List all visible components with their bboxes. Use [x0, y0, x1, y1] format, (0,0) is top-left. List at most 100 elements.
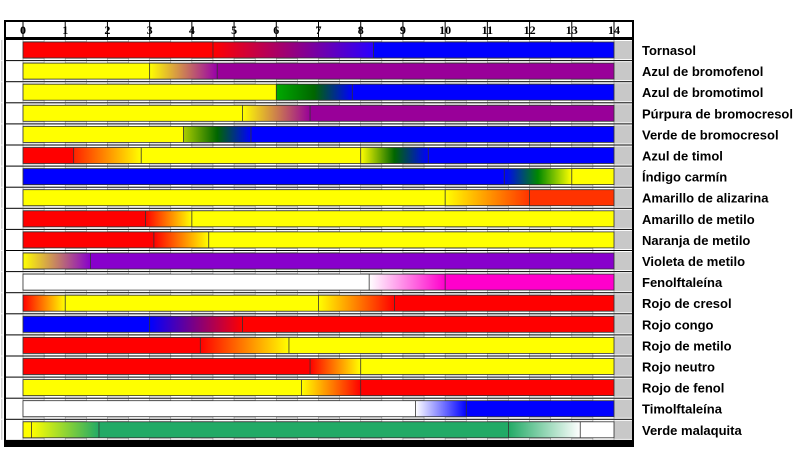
colour-segment: [23, 147, 74, 164]
bar-outline: [22, 210, 615, 228]
grid-cell: [614, 420, 632, 439]
colour-segment: [217, 63, 614, 80]
colour-segment: [369, 274, 446, 291]
colour-segment: [508, 421, 581, 438]
colour-segment: [208, 231, 614, 248]
grid-cell: [614, 252, 632, 271]
grid-cell: [614, 357, 632, 376]
colour-segment: [352, 84, 614, 101]
grid-cell: [614, 209, 632, 228]
colour-segment: [23, 63, 150, 80]
grid-cell: [614, 273, 632, 292]
x-axis-ticks: 01234567891011121314: [20, 22, 620, 37]
bar-outline: [22, 62, 615, 80]
colour-segment: [23, 295, 66, 312]
bar-outline: [22, 104, 615, 122]
grid-cell: [614, 378, 632, 397]
colour-segment: [276, 84, 353, 101]
colour-segment: [360, 379, 614, 396]
colour-segment: [23, 42, 213, 58]
indicator-label: Rojo neutro: [642, 360, 715, 375]
indicator-label: Azul de bromotimol: [642, 85, 763, 100]
colour-segment: [445, 189, 530, 206]
grid-cell: [614, 399, 632, 418]
colour-segment: [149, 63, 218, 80]
grid-cell: [614, 167, 632, 186]
colour-segment: [529, 189, 614, 206]
colour-segment: [360, 147, 429, 164]
colour-segment: [445, 274, 614, 291]
grid-cell: [614, 336, 632, 355]
indicator-label: Púrpura de bromocresol: [642, 106, 793, 121]
colour-segment: [153, 231, 209, 248]
indicator-label: Amarillo de alizarina: [642, 191, 769, 206]
bar-outline: [22, 189, 615, 207]
indicator-label: Violeta de metilo: [642, 254, 745, 269]
indicator-label: Amarillo de metilo: [642, 212, 755, 227]
colour-segment: [250, 126, 614, 143]
indicator-label: Verde de bromocresol: [642, 127, 779, 142]
colour-segment: [23, 84, 277, 101]
indicator-label: Rojo de cresol: [642, 296, 732, 311]
bar-outline: [22, 379, 615, 397]
bar-outline: [22, 168, 615, 186]
colour-segment: [580, 421, 614, 438]
indicator-labels: Tornasol Azul de bromofenol Azul de bromot…: [642, 43, 793, 438]
colour-segment: [65, 295, 319, 312]
grid-cell: [614, 146, 632, 165]
indicator-rows: [1, 40, 632, 440]
colour-segment: [149, 316, 243, 333]
colour-segment: [141, 147, 361, 164]
colour-segment: [23, 231, 154, 248]
indicator-label: Naranja de metilo: [642, 233, 750, 248]
colour-segment: [31, 421, 99, 438]
indicator-label: Timolftaleína: [642, 402, 723, 417]
colour-segment: [310, 105, 614, 122]
colour-segment: [73, 147, 142, 164]
colour-segment: [212, 42, 374, 58]
colour-segment: [394, 295, 614, 312]
indicator-label: Rojo de metilo: [642, 338, 732, 353]
colour-segment: [23, 253, 91, 269]
colour-segment: [310, 358, 361, 375]
colour-segment: [466, 400, 614, 417]
colour-segment: [428, 147, 614, 164]
colour-segment: [23, 400, 416, 417]
grid-cell: [614, 41, 632, 60]
grid-cell: [614, 294, 632, 313]
colour-segment: [23, 189, 446, 206]
colour-segment: [23, 126, 184, 143]
bar-outline: [22, 83, 615, 101]
colour-segment: [145, 210, 192, 227]
bar-outline: [22, 231, 615, 249]
colour-segment: [571, 168, 614, 185]
colour-segment: [98, 421, 509, 438]
indicator-label: Rojo de fenol: [642, 381, 724, 396]
grid-cell: [614, 125, 632, 144]
bar-outline: [22, 252, 615, 270]
grid-cell: [614, 104, 632, 123]
colour-segment: [23, 168, 505, 185]
bar-outline: [22, 147, 615, 164]
grid-cell: [614, 230, 632, 249]
colour-segment: [23, 105, 243, 122]
bar-outline: [22, 336, 615, 354]
colour-segment: [23, 210, 146, 227]
colour-segment: [23, 274, 370, 291]
colour-segment: [23, 379, 302, 396]
bar-outline: [22, 421, 615, 439]
bar-outline: [22, 358, 615, 375]
bar-outline: [22, 273, 615, 291]
bar-outline: [22, 41, 615, 59]
colour-segment: [242, 105, 311, 122]
indicator-label: Verde malaquita: [642, 423, 742, 438]
indicator-label: Rojo congo: [642, 317, 714, 332]
indicator-label: Azul de bromofenol: [642, 64, 763, 79]
colour-segment: [301, 379, 361, 396]
colour-segment: [373, 42, 614, 58]
grid-cell: [614, 62, 632, 81]
grid-cell: [614, 315, 632, 334]
bar-outline: [22, 315, 615, 333]
